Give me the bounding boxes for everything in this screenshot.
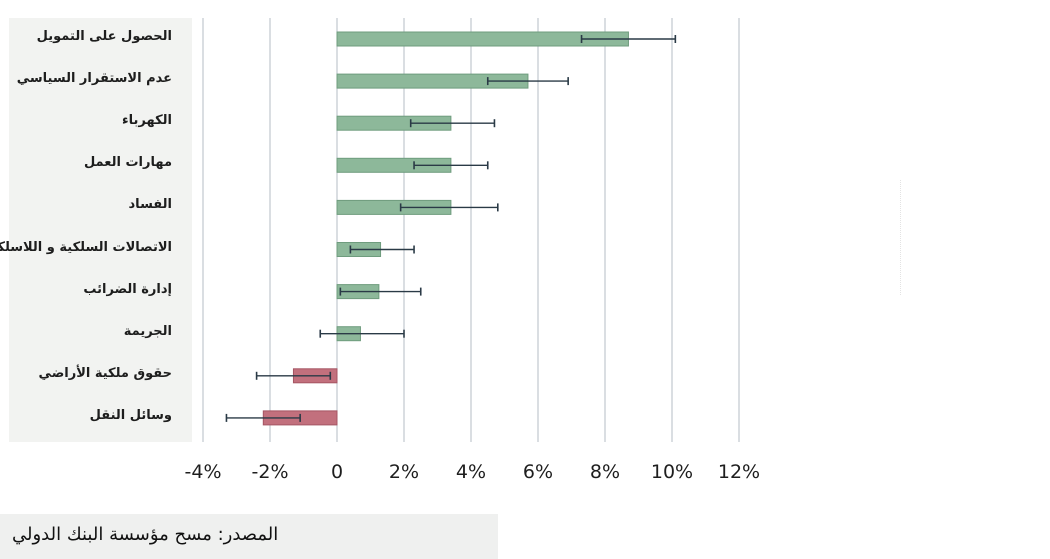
source-text: المصدر: مسح مؤسسة البنك الدولي — [12, 524, 279, 545]
x-tick-label-5: 6% — [523, 461, 553, 483]
x-tick-label-0: -4% — [185, 461, 222, 483]
category-label-panel — [9, 18, 192, 442]
category-label-3: مهارات العمل — [83, 155, 172, 171]
x-tick-label-3: 2% — [389, 461, 419, 483]
category-label-2: الكهرباء — [122, 113, 172, 129]
category-label-0: الحصول على التمويل — [36, 29, 172, 44]
faint-artifact — [858, 180, 901, 295]
category-label-1: عدم الاستقرار السياسي — [16, 71, 172, 87]
bar-chart: -4% -2% 0 2% 4% 6% 8% 10% 12% — [185, 18, 760, 483]
category-label-6: إدارة الضرائب — [83, 281, 172, 297]
x-tick-label-6: 8% — [590, 461, 620, 483]
x-tick-label-2: 0 — [331, 461, 343, 483]
x-tick-label-7: 10% — [651, 461, 693, 483]
category-label-9: وسائل النقل — [89, 407, 172, 423]
category-label-4: الفساد — [128, 197, 172, 213]
source-box: المصدر: مسح مؤسسة البنك الدولي — [0, 514, 498, 559]
category-label-5: الاتصالات السلكية و اللاسلكية — [0, 239, 172, 255]
category-label-7: الجريمة — [123, 323, 172, 339]
x-tick-label-8: 12% — [718, 461, 760, 483]
category-label-8: حقوق ملكية الأراضي — [38, 365, 172, 381]
x-tick-label-4: 4% — [456, 461, 486, 483]
x-tick-label-1: -2% — [252, 461, 289, 483]
